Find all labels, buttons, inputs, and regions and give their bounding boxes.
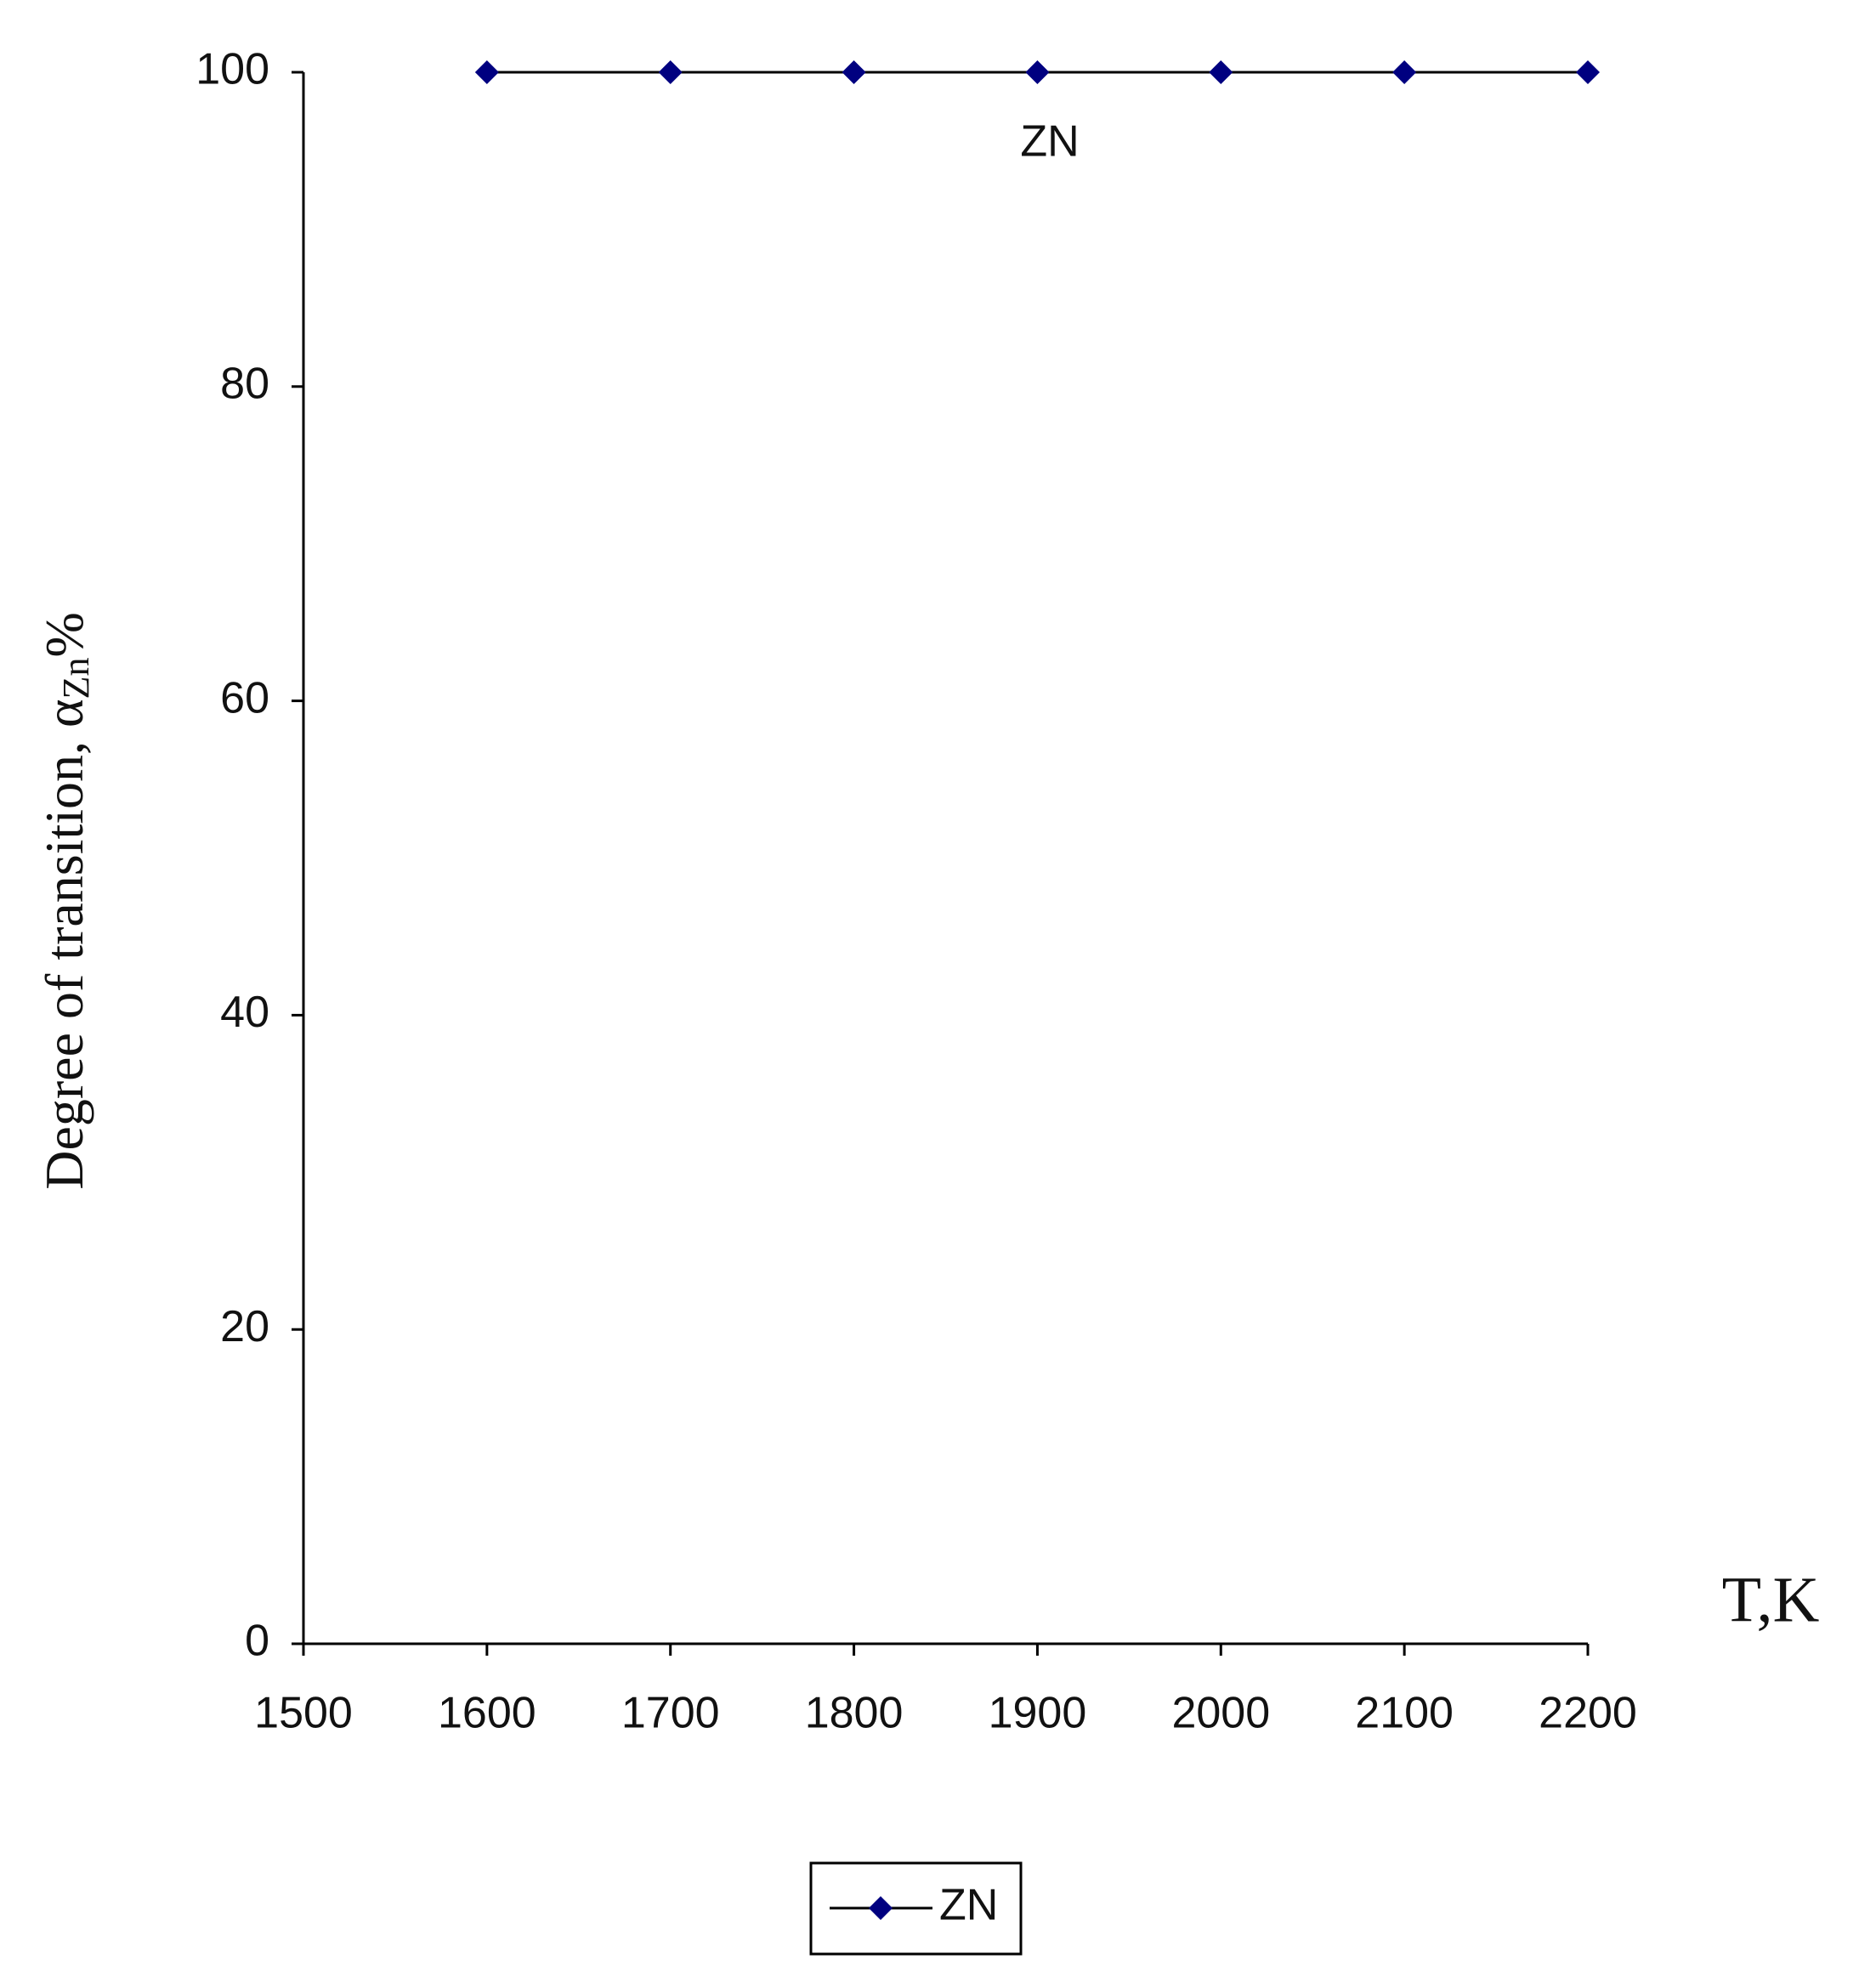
y-tick-label: 40 [220,988,269,1037]
data-point [474,60,499,84]
y-label-subscript: Zn [55,658,97,699]
data-point [1025,60,1050,84]
y-tick-label: 80 [220,360,269,409]
x-tick-label: 1600 [438,1689,536,1738]
x-tick-label: 2000 [1171,1689,1270,1738]
data-point [1576,60,1600,84]
data-point [1209,60,1233,84]
x-axis-label: T,K [1722,1564,1820,1635]
y-tick-label: 20 [220,1302,269,1351]
data-point [842,60,866,84]
y-tick-label: 100 [196,45,269,94]
legend-marker [869,1896,893,1920]
y-label-suffix: % [34,612,94,657]
y-tick-label: 60 [220,673,269,722]
x-tick-label: 1700 [621,1689,720,1738]
y-label-text: Degree of transition, α [34,699,94,1189]
x-tick-label: 1800 [805,1689,904,1738]
x-tick-label: 1900 [989,1689,1087,1738]
y-tick-label: 0 [245,1617,269,1666]
legend-box [809,1861,1023,1956]
legend-label: ZN [939,1881,998,1930]
x-tick-label: 1500 [254,1689,353,1738]
x-tick-label: 2200 [1539,1689,1637,1738]
y-axis-label: Degree of transition, αZn% [34,612,97,1190]
data-point [658,60,683,84]
annotation: ZN [1020,117,1079,167]
x-tick-label: 2100 [1355,1689,1454,1738]
data-point [1392,60,1417,84]
